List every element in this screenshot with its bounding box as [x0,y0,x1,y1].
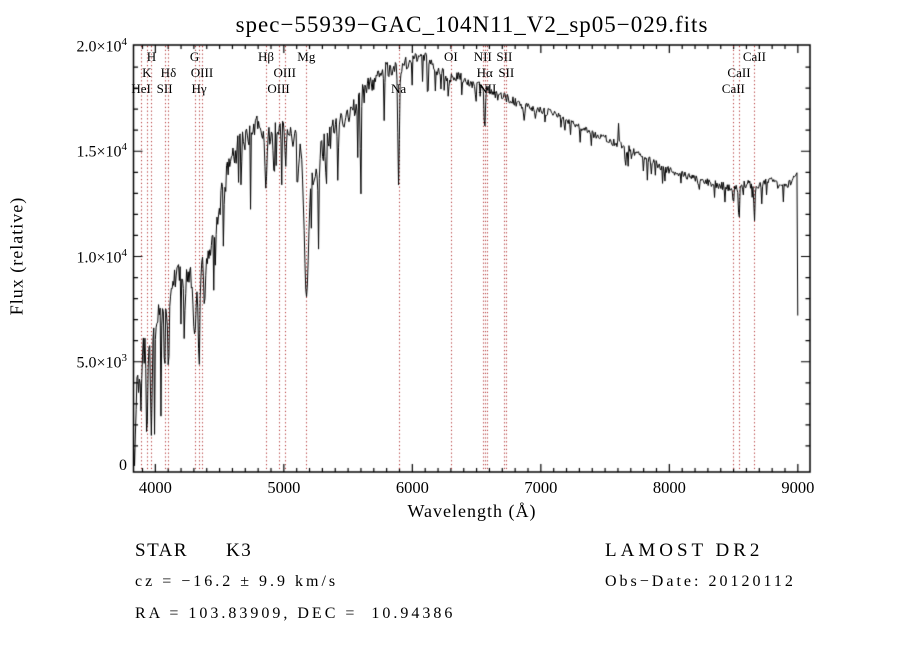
spectral-line-label: K [142,65,152,80]
spectral-line-label: OIII [273,65,296,80]
x-tick-label: 4000 [138,478,172,497]
spectral-line-label: Hγ [191,81,207,96]
spectral-line-label: CaII [721,81,745,96]
x-tick-label: 9000 [781,478,815,497]
x-tick-label: 5000 [267,478,301,497]
obs-date-label: Obs−Date: 20120112 [605,573,796,590]
spectral-line-label: HeI [131,81,151,96]
cz-velocity-label: cz = −16.2 ± 9.9 km/s [135,573,339,590]
x-tick-label: 6000 [395,478,429,497]
object-class-label: STAR [135,540,189,561]
x-tick-label: 8000 [652,478,686,497]
survey-release-label: LAMOST DR2 [605,540,764,561]
y-tick-label: 5.0×103 [76,351,127,372]
spectral-line-label: Hβ [257,49,274,64]
spectral-line-label: Hδ [160,65,177,80]
spectral-line-label: OIII [190,65,214,80]
spectral-line-label: G [189,49,200,64]
spectral-line-label: Na [391,81,407,96]
spectral-line-label: OIII [267,81,290,96]
spectral-line-label: Mg [297,49,316,64]
spectral-line-label: Hα [476,65,493,80]
plot-title: spec−55939−GAC_104N11_V2_sp05−029.fits [235,12,709,37]
y-tick-label: 2.0×104 [76,36,127,56]
spectral-line-label: NII [478,81,497,96]
spectral-line-label: H [146,49,157,64]
spectral-line-label: CaII [742,49,766,64]
spectral-line-label: NII [473,49,492,64]
object-subclass-label: K3 [226,540,253,561]
spectral-line-label: SII [496,49,513,64]
y-tick-label: 0 [119,457,127,474]
x-tick-label: 7000 [524,478,558,497]
ra-dec-label: RA = 103.83909, DEC = 10.94386 [135,605,456,622]
spectral-line-label: CaII [727,65,751,80]
y-tick-label: 1.0×104 [76,246,127,266]
spectral-line-label: OI [444,49,458,64]
spectral-line-label: SII [156,81,173,96]
x-axis-title: Wavelength (Å) [407,501,537,521]
y-tick-label: 1.5×104 [76,141,127,161]
spectral-line-label: SII [498,65,515,80]
